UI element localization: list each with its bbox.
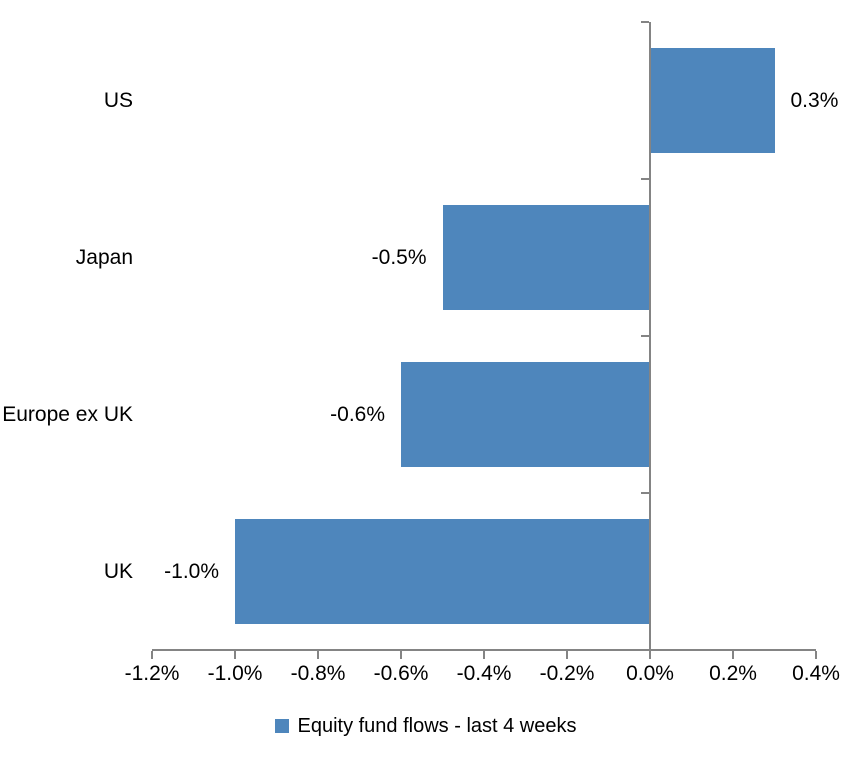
x-tick-label: -0.8% (290, 662, 346, 685)
category-label-uk: UK (103, 559, 133, 583)
category-label-japan: Japan (75, 245, 133, 269)
x-axis-tick (400, 651, 402, 659)
x-axis-tick (732, 651, 734, 659)
category-label-europe-ex-uk: Europe ex UK (2, 402, 133, 426)
x-axis-tick (483, 651, 485, 659)
data-label-europe-ex-uk: -0.6% (330, 402, 385, 426)
data-label-japan: -0.5% (371, 245, 427, 269)
legend-label: Equity fund flows - last 4 weeks (297, 715, 577, 737)
x-tick-label: 0.2% (709, 662, 757, 685)
x-tick-label: -0.2% (539, 662, 595, 685)
x-tick-label: 0.4% (792, 662, 840, 685)
x-axis-line (152, 649, 816, 651)
legend: Equity fund flows - last 4 weeks (0, 712, 852, 740)
bar-japan (442, 205, 650, 310)
x-tick-label: -1.0% (207, 662, 263, 685)
category-label-us: US (103, 88, 133, 112)
x-axis-tick (234, 651, 236, 659)
x-axis-tick (317, 651, 319, 659)
x-tick-label: 0.0% (626, 662, 674, 685)
legend-swatch (275, 719, 290, 733)
bar-europe-ex-uk (401, 362, 650, 467)
x-axis-tick (815, 651, 817, 659)
bar-us (650, 48, 775, 153)
x-axis-tick (151, 651, 153, 659)
x-tick-label: -0.6% (373, 662, 429, 685)
category-axis-tick (641, 178, 649, 180)
data-label-us: 0.3% (790, 88, 839, 112)
bar-uk (235, 519, 650, 624)
zero-axis-line (649, 22, 651, 659)
category-axis-tick (641, 335, 649, 337)
category-axis-tick (641, 492, 649, 494)
x-tick-label: -0.4% (456, 662, 512, 685)
x-tick-label: -1.2% (124, 662, 180, 685)
x-axis-tick (566, 651, 568, 659)
category-axis-tick (641, 21, 649, 23)
x-axis-tick (649, 651, 651, 659)
data-label-uk: -1.0% (164, 559, 219, 583)
